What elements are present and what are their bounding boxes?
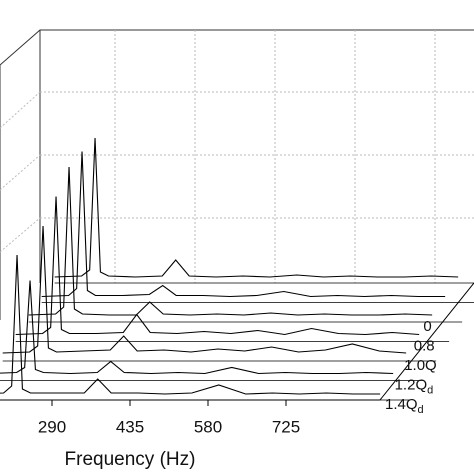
series-label-sub: d <box>418 404 424 416</box>
series-label: 1.4Qd <box>385 396 424 416</box>
spectrum-line <box>2 225 407 354</box>
x-tick-label: 580 <box>194 417 222 436</box>
series-label-main: 0 <box>423 318 431 335</box>
series-label: 0 <box>423 318 431 335</box>
series-label-main: 1.4Q <box>385 396 418 413</box>
spectrum-line <box>0 254 381 395</box>
series-label: 0.8 <box>414 337 435 354</box>
x-tick-label: 725 <box>272 417 300 436</box>
back-wall <box>0 29 474 401</box>
spectrum-line <box>41 151 446 298</box>
spectrum-line <box>54 137 459 278</box>
spectrum-line <box>28 166 433 316</box>
spectrum-line <box>0 280 394 375</box>
x-tick-label: 290 <box>38 417 66 436</box>
x-tick-label: 435 <box>116 417 144 436</box>
series-label: 1.0Q <box>404 357 437 374</box>
series-label-sub: d <box>427 384 433 396</box>
series-label: 1.2Qd <box>395 376 434 396</box>
x-axis-label: Frequency (Hz) <box>65 449 196 470</box>
series-label-main: 1.0Q <box>404 357 437 374</box>
series-label-main: 1.2Q <box>395 376 428 393</box>
series-label-main: 0.8 <box>414 337 435 354</box>
spectrum-line <box>15 196 420 336</box>
